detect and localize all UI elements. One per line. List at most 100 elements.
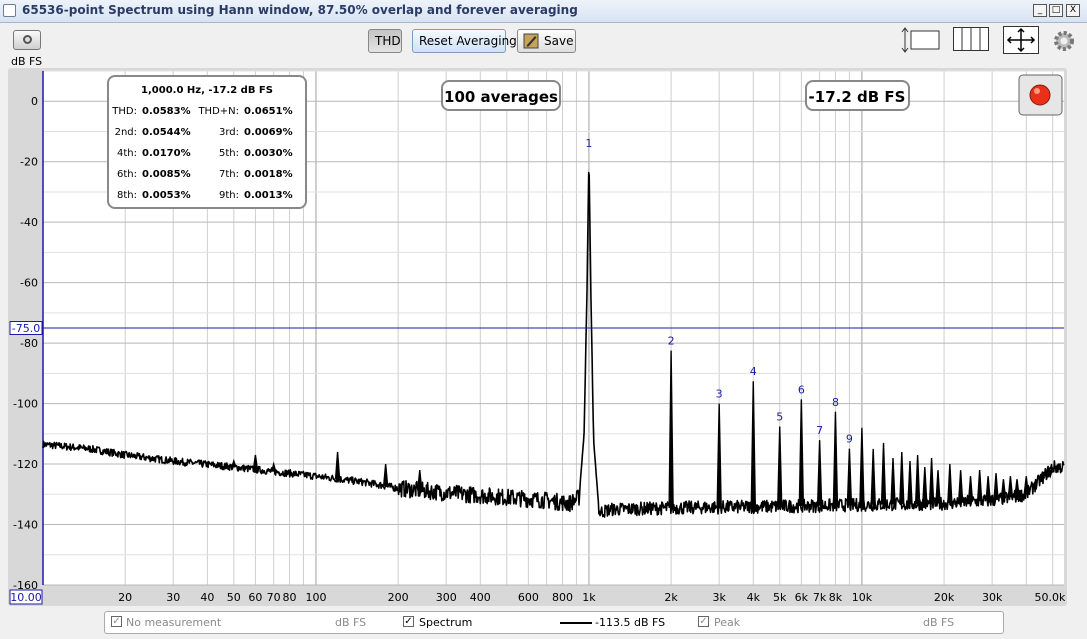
x-tick-label: 8k bbox=[829, 591, 843, 604]
harmonic-marker-label: 2 bbox=[668, 335, 675, 348]
cursor-y-label: -75.0 bbox=[12, 322, 40, 335]
x-tick-label: 80 bbox=[283, 591, 297, 604]
thd-row-label: 2nd: bbox=[115, 127, 137, 138]
spur-peak bbox=[993, 473, 999, 500]
x-tick-label: 1k bbox=[582, 591, 596, 604]
thd-row-value: 0.0583% bbox=[142, 106, 191, 117]
save-button[interactable]: Save bbox=[517, 29, 576, 53]
gear-icon[interactable] bbox=[1052, 29, 1076, 53]
harmonic-peak bbox=[777, 426, 783, 507]
reset-averaging-button[interactable]: Reset Averaging bbox=[412, 29, 517, 53]
spur-peak bbox=[967, 476, 974, 502]
thd-toggle-button[interactable]: THD bbox=[368, 29, 402, 53]
thd-row-label: 7th: bbox=[219, 169, 239, 180]
thd-row-value: 0.0085% bbox=[142, 169, 191, 180]
cursor-x-readout: 10.00 bbox=[9, 589, 43, 605]
move-arrows-icon[interactable] bbox=[1003, 26, 1039, 54]
y-tick-label: -120 bbox=[13, 458, 38, 471]
thd-row-value: 0.0013% bbox=[244, 190, 293, 201]
harmonic-peak bbox=[750, 381, 756, 507]
spur-peak bbox=[1032, 480, 1038, 486]
spectrum-checkbox[interactable]: ✓ bbox=[403, 616, 414, 627]
spur-peak bbox=[417, 470, 423, 491]
spur-peak bbox=[1023, 476, 1029, 495]
x-tick-label: 5k bbox=[773, 591, 787, 604]
y-tick-label: -160 bbox=[13, 579, 38, 592]
y-tick-label: -80 bbox=[20, 337, 38, 350]
resize-vertical-icon[interactable] bbox=[901, 26, 941, 54]
window-title: 65536-point Spectrum using Hann window, … bbox=[22, 3, 578, 17]
x-tick-label: 7k bbox=[813, 591, 827, 604]
thd-row-label: THD+N: bbox=[197, 106, 239, 117]
spur-peak bbox=[935, 470, 941, 504]
spectrum-label: Spectrum bbox=[419, 616, 473, 629]
record-icon bbox=[1034, 88, 1040, 94]
spur-peak bbox=[914, 454, 921, 504]
x-tick-label: 10k bbox=[852, 591, 873, 604]
y-tick-label: -60 bbox=[20, 277, 38, 290]
close-button[interactable]: X bbox=[1066, 4, 1080, 17]
x-tick-label: 20k bbox=[934, 591, 955, 604]
harmonic-marker-label: 8 bbox=[832, 396, 839, 409]
thd-results-panel: 1,000.0 Hz, -17.2 dB FS THD: 0.0583% THD+N… bbox=[107, 75, 307, 209]
thd-row-label: 5th: bbox=[219, 148, 239, 159]
y-tick-label: -100 bbox=[13, 398, 38, 411]
x-tick-label: 6k bbox=[795, 591, 809, 604]
x-tick-label: 50 bbox=[227, 591, 241, 604]
title-bar: 65536-point Spectrum using Hann window, … bbox=[0, 0, 1087, 23]
cursor-y-readout: -75.0 bbox=[9, 321, 43, 335]
save-label: Save bbox=[544, 34, 574, 48]
harmonic-marker-label: 9 bbox=[846, 433, 853, 446]
spur-peak bbox=[231, 458, 237, 468]
spur-peak bbox=[985, 476, 991, 501]
peak-unit: dB FS bbox=[923, 616, 955, 629]
minimize-button[interactable]: _ bbox=[1033, 4, 1047, 17]
thd-row-label: 9th: bbox=[219, 190, 239, 201]
java-app-icon bbox=[3, 4, 16, 17]
thd-row-value: 0.0053% bbox=[142, 190, 191, 201]
thd-row-label: THD: bbox=[111, 106, 137, 117]
column-grid-icon[interactable] bbox=[953, 27, 989, 51]
x-tick-label: 30k bbox=[982, 591, 1003, 604]
spectrum-plot[interactable]: 0-20-40-60-80-100-120-140-160 20 30 40 50 60… bbox=[8, 68, 1067, 606]
harmonic-peak bbox=[816, 440, 823, 506]
y-tick-label: -20 bbox=[20, 156, 38, 169]
x-tick-label: 40 bbox=[200, 591, 214, 604]
x-tick-label: 100 bbox=[305, 591, 326, 604]
spur-peak bbox=[271, 461, 277, 472]
spur-peak bbox=[334, 451, 341, 479]
peak-checkbox[interactable]: ✓ bbox=[698, 616, 709, 627]
thd-row-label: 8th: bbox=[117, 190, 137, 201]
harmonic-marker-label: 3 bbox=[716, 388, 723, 401]
y-tick-label: -40 bbox=[20, 216, 38, 229]
spur-peak bbox=[1007, 476, 1014, 498]
x-tick-label: 600 bbox=[518, 591, 539, 604]
spur-peak bbox=[890, 457, 896, 505]
camera-icon[interactable] bbox=[13, 30, 41, 50]
harmonic-peak bbox=[846, 448, 853, 506]
x-tick-label: 50.0k Hz bbox=[1034, 591, 1067, 604]
harmonic-marker-label: 6 bbox=[798, 383, 805, 396]
harmonic-peak bbox=[668, 350, 674, 508]
thd-row-value: 0.0018% bbox=[244, 169, 293, 180]
x-tick-label: 70 bbox=[267, 591, 281, 604]
spur-peak bbox=[907, 461, 913, 505]
thd-row-value: 0.0544% bbox=[142, 127, 191, 138]
spur-peak bbox=[928, 457, 935, 504]
record-button[interactable] bbox=[1018, 74, 1063, 116]
thd-row-value: 0.0069% bbox=[244, 127, 293, 138]
spur-peak bbox=[922, 467, 928, 504]
maximize-button[interactable]: □ bbox=[1049, 4, 1063, 17]
spur-peak bbox=[976, 470, 983, 502]
level-badge: -17.2 dB FS bbox=[805, 80, 910, 111]
no-measurement-checkbox[interactable]: ✓ bbox=[111, 616, 122, 627]
spur-peak bbox=[1014, 479, 1020, 497]
x-tick-label: 300 bbox=[436, 591, 457, 604]
spur-peak bbox=[870, 448, 876, 505]
spectrum-line-swatch bbox=[560, 622, 592, 624]
x-tick-label: 2k bbox=[664, 591, 678, 604]
spur-peak bbox=[947, 464, 953, 504]
thd-row-value: 0.0030% bbox=[244, 148, 293, 159]
save-icon bbox=[523, 33, 539, 49]
x-tick-label: 200 bbox=[388, 591, 409, 604]
